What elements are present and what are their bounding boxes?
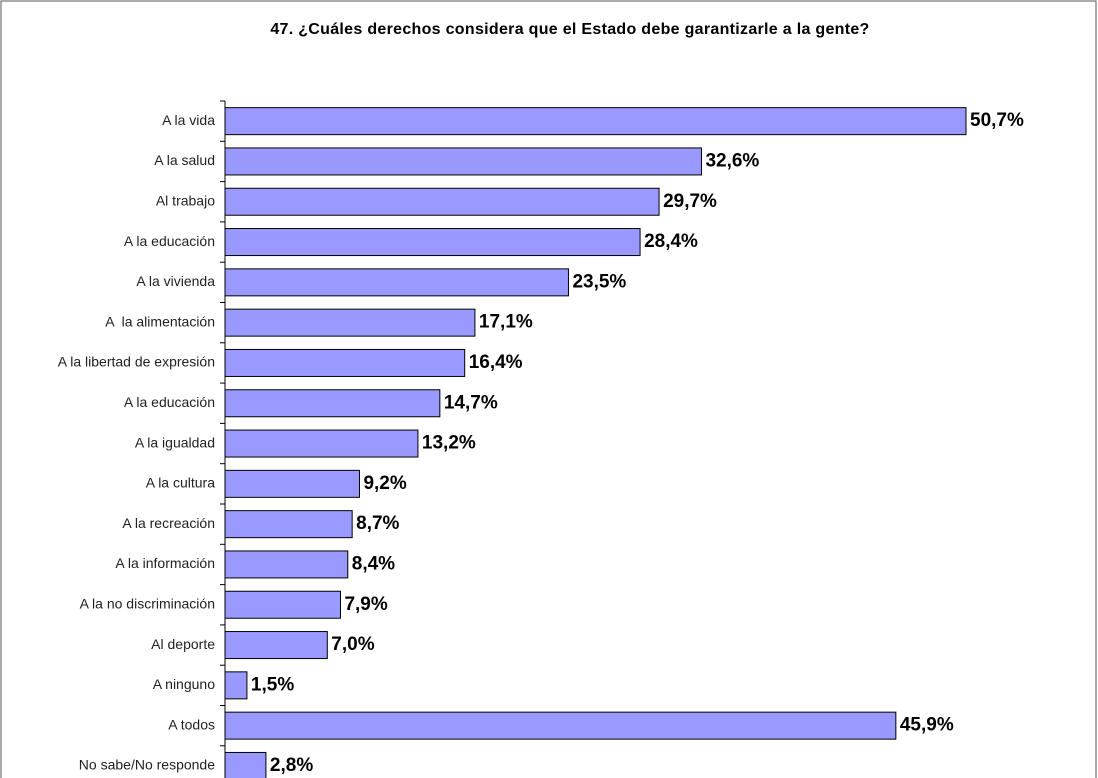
y-tick-label: Al deporte: [151, 636, 215, 652]
value-label: 13,2%: [422, 433, 476, 454]
value-label: 9,2%: [363, 473, 406, 494]
bar: [224, 550, 349, 579]
bar: [224, 147, 702, 176]
bar: [224, 429, 419, 458]
chart-title: 47. ¿Cuáles derechos considera que el Es…: [270, 21, 869, 38]
value-label: 16,4%: [469, 352, 523, 373]
bar: [224, 268, 569, 297]
y-tick-label: A ninguno: [153, 676, 215, 692]
value-label: 8,4%: [352, 553, 395, 574]
value-label: 1,5%: [251, 674, 294, 695]
y-tick-label: A la recreación: [122, 515, 215, 531]
value-label: 23,5%: [572, 271, 626, 292]
bar: [224, 187, 660, 216]
bar: [224, 590, 341, 619]
y-tick-label: A la libertad de expresión: [58, 354, 215, 370]
y-tick-label: A la alimentación: [105, 313, 215, 329]
value-label: 29,7%: [663, 191, 717, 212]
y-tick-label: A la igualdad: [135, 434, 215, 450]
value-label: 2,8%: [270, 755, 313, 776]
bar: [224, 469, 360, 498]
value-label: 50,7%: [970, 110, 1024, 131]
y-tick-label: A la educación: [124, 233, 215, 249]
y-tick-label: A la vida: [162, 112, 215, 128]
bar: [224, 671, 248, 700]
bar: [224, 389, 441, 418]
value-label: 8,7%: [356, 513, 399, 534]
y-tick-label: A la salud: [154, 152, 215, 168]
value-label: 45,9%: [900, 715, 954, 736]
y-tick-label: A la educación: [124, 394, 215, 410]
bar: [224, 711, 897, 740]
bar: [224, 308, 476, 337]
value-label: 7,9%: [344, 594, 387, 615]
bar: [224, 510, 353, 539]
bar: [224, 107, 967, 136]
bar: [224, 751, 267, 778]
y-tick-label: Al trabajo: [156, 192, 215, 208]
value-label: 14,7%: [444, 392, 498, 413]
value-label: 28,4%: [644, 231, 698, 252]
y-tick-label: A la cultura: [146, 475, 215, 491]
bar: [224, 348, 466, 377]
y-tick-label: A la vivienda: [136, 273, 215, 289]
value-label: 32,6%: [705, 150, 759, 171]
bar: [224, 631, 328, 660]
y-tick-label: A la información: [115, 555, 215, 571]
y-tick-label: No sabe/No responde: [79, 757, 215, 773]
bar: [224, 228, 641, 257]
y-tick-label: A la no discriminación: [80, 595, 215, 611]
value-label: 7,0%: [331, 634, 374, 655]
y-tick-label: A todos: [168, 716, 215, 732]
value-label: 17,1%: [479, 312, 533, 333]
